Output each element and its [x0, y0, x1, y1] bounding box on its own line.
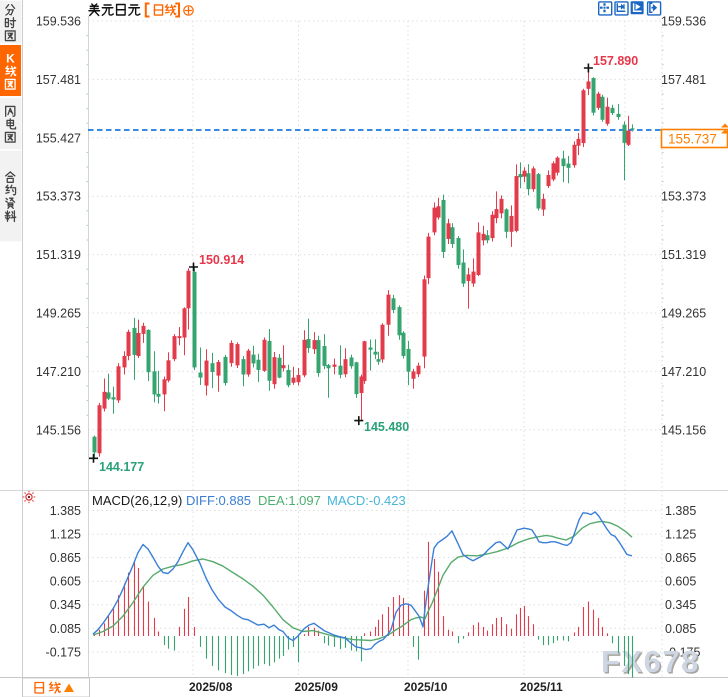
svg-text:157.481: 157.481 — [661, 73, 706, 87]
svg-text:1.125: 1.125 — [50, 528, 81, 542]
svg-text:1.385: 1.385 — [665, 504, 696, 518]
svg-text:149.265: 149.265 — [36, 307, 81, 321]
svg-text:1.385: 1.385 — [50, 504, 81, 518]
svg-text:2025/09: 2025/09 — [295, 680, 339, 694]
svg-text:145.480: 145.480 — [364, 420, 409, 434]
svg-text:153.373: 153.373 — [661, 190, 706, 204]
svg-text:DEA:1.097: DEA:1.097 — [258, 493, 321, 508]
svg-text:155.737: 155.737 — [668, 132, 717, 147]
svg-text:K: K — [6, 52, 15, 66]
svg-text:0.605: 0.605 — [50, 575, 81, 589]
svg-text:DIFF:0.885: DIFF:0.885 — [186, 493, 251, 508]
svg-text:159.536: 159.536 — [36, 15, 81, 29]
svg-text:FX678: FX678 — [601, 644, 700, 679]
svg-text:0.345: 0.345 — [665, 598, 696, 612]
svg-text:MACD:-0.423: MACD:-0.423 — [327, 493, 406, 508]
svg-text:157.890: 157.890 — [593, 54, 638, 68]
svg-text:1.125: 1.125 — [665, 528, 696, 542]
svg-text:151.319: 151.319 — [661, 248, 706, 262]
svg-text:157.481: 157.481 — [36, 73, 81, 87]
svg-text:149.265: 149.265 — [661, 307, 706, 321]
svg-text:0.865: 0.865 — [50, 551, 81, 565]
svg-text:159.536: 159.536 — [661, 15, 706, 29]
svg-text:2025/08: 2025/08 — [189, 680, 233, 694]
svg-text:147.210: 147.210 — [36, 365, 81, 379]
svg-text:145.156: 145.156 — [36, 423, 81, 437]
svg-text:0.865: 0.865 — [665, 551, 696, 565]
svg-text:0.085: 0.085 — [665, 622, 696, 636]
svg-text:0.605: 0.605 — [665, 575, 696, 589]
svg-text:0.345: 0.345 — [50, 598, 81, 612]
svg-text:2025/10: 2025/10 — [404, 680, 448, 694]
svg-text:2025/11: 2025/11 — [520, 680, 563, 694]
svg-text:155.427: 155.427 — [36, 131, 81, 145]
svg-text:0.085: 0.085 — [50, 622, 81, 636]
svg-text:151.319: 151.319 — [36, 248, 81, 262]
svg-text:-0.175: -0.175 — [665, 645, 700, 659]
svg-text:153.373: 153.373 — [36, 190, 81, 204]
svg-text:144.177: 144.177 — [99, 460, 144, 474]
svg-text:-0.175: -0.175 — [46, 645, 81, 659]
svg-text:150.914: 150.914 — [199, 253, 244, 267]
svg-text:145.156: 145.156 — [661, 423, 706, 437]
svg-text:147.210: 147.210 — [661, 365, 706, 379]
svg-text:MACD(26,12,9): MACD(26,12,9) — [92, 493, 182, 508]
